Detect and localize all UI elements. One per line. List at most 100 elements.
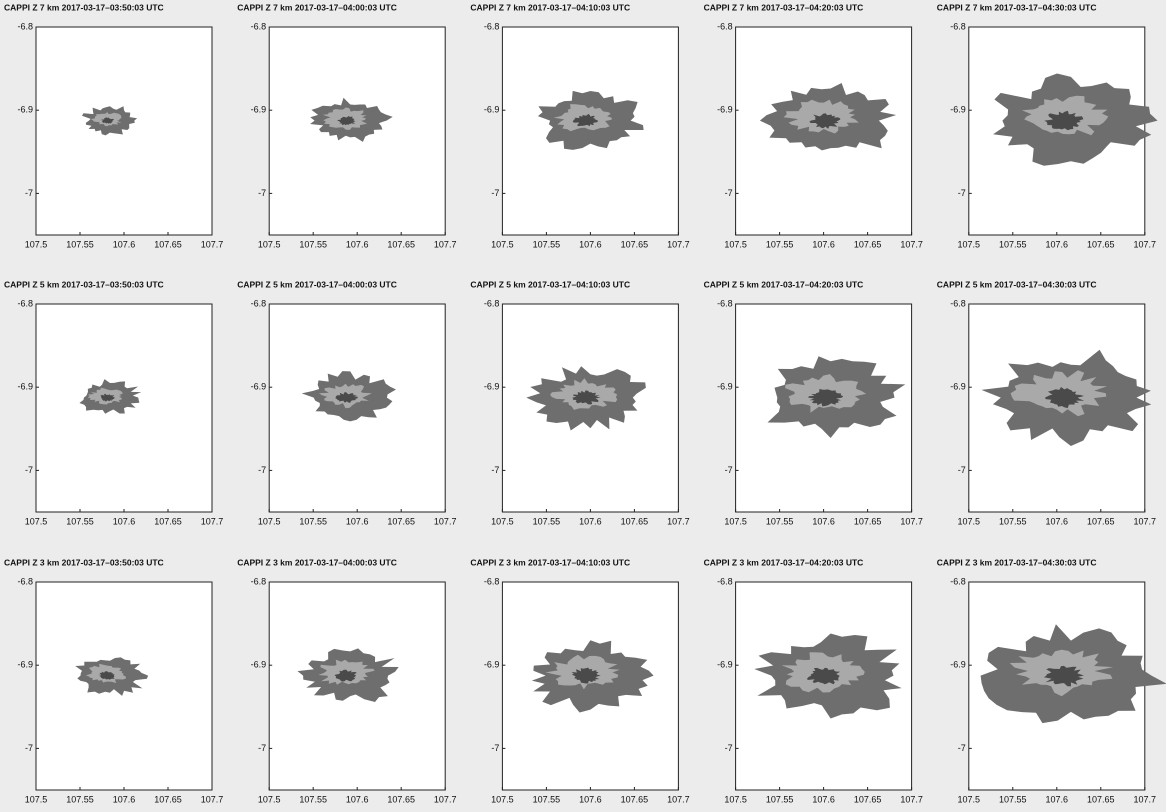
y-tick-label: -6.9: [717, 105, 733, 115]
x-tick-label: 107.6: [346, 516, 369, 526]
x-tick-label: 107.5: [258, 239, 281, 249]
y-tick-label: -7: [25, 743, 33, 753]
x-tick-label: 107.55: [766, 239, 794, 249]
x-tick-label: 107.55: [299, 516, 327, 526]
y-tick-label: -6.9: [484, 660, 500, 670]
y-tick-label: -6.9: [717, 382, 733, 392]
x-tick-label: 107.7: [201, 794, 224, 804]
panel-title: CAPPI Z 7 km 2017-03-17–03:50:03 UTC: [4, 2, 164, 12]
x-tick-label: 107.7: [667, 239, 690, 249]
x-tick-label: 107.65: [387, 239, 415, 249]
x-tick-label: 107.55: [299, 794, 327, 804]
x-tick-label: 107.65: [387, 516, 415, 526]
y-tick-label: -7: [958, 188, 966, 198]
panel-title: CAPPI Z 3 km 2017-03-17–04:10:03 UTC: [470, 557, 630, 567]
panel-title: CAPPI Z 5 km 2017-03-17–04:10:03 UTC: [470, 279, 630, 289]
x-tick-label: 107.5: [25, 239, 48, 249]
y-tick-label: -7: [491, 465, 499, 475]
x-tick-label: 107.55: [533, 794, 561, 804]
x-tick-label: 107.6: [1046, 794, 1069, 804]
y-tick-label: -6.8: [17, 576, 33, 586]
x-tick-label: 107.7: [1134, 516, 1157, 526]
panel-title: CAPPI Z 7 km 2017-03-17–04:20:03 UTC: [704, 2, 864, 12]
y-tick-label: -6.9: [950, 660, 966, 670]
x-tick-label: 107.7: [434, 794, 457, 804]
panel-title: CAPPI Z 3 km 2017-03-17–03:50:03 UTC: [4, 557, 164, 567]
y-tick-label: -6.8: [484, 576, 500, 586]
x-tick-label: 107.5: [724, 239, 747, 249]
x-tick-label: 107.6: [346, 239, 369, 249]
y-tick-label: -7: [491, 188, 499, 198]
figure: CAPPI Z 7 km 2017-03-17–03:50:03 UTC 107.…: [0, 0, 1166, 812]
panel-title: CAPPI Z 5 km 2017-03-17–04:30:03 UTC: [937, 279, 1097, 289]
x-tick-label: 107.5: [491, 794, 514, 804]
y-tick-label: -6.9: [251, 105, 267, 115]
y-tick-label: -6.9: [17, 105, 33, 115]
x-tick-label: 107.65: [154, 239, 182, 249]
x-tick-label: 107.65: [154, 794, 182, 804]
x-tick-label: 107.65: [621, 794, 649, 804]
y-tick-label: -6.8: [717, 576, 733, 586]
y-tick-label: -7: [258, 465, 266, 475]
x-tick-label: 107.65: [1087, 239, 1115, 249]
x-tick-label: 107.5: [258, 794, 281, 804]
x-tick-label: 107.65: [621, 239, 649, 249]
panel-title: CAPPI Z 7 km 2017-03-17–04:10:03 UTC: [470, 2, 630, 12]
panel-title: CAPPI Z 5 km 2017-03-17–03:50:03 UTC: [4, 279, 164, 289]
y-tick-label: -7: [258, 188, 266, 198]
y-tick-label: -6.9: [17, 660, 33, 670]
y-tick-label: -6.9: [484, 105, 500, 115]
y-tick-label: -6.8: [484, 21, 500, 31]
x-tick-label: 107.55: [999, 516, 1027, 526]
y-tick-label: -7: [725, 188, 733, 198]
x-tick-label: 107.55: [66, 794, 94, 804]
x-tick-label: 107.6: [1046, 239, 1069, 249]
y-tick-label: -7: [725, 743, 733, 753]
x-tick-label: 107.7: [201, 239, 224, 249]
x-tick-label: 107.7: [667, 794, 690, 804]
y-tick-label: -6.8: [717, 21, 733, 31]
x-tick-label: 107.6: [1046, 516, 1069, 526]
panel-title: CAPPI Z 7 km 2017-03-17–04:00:03 UTC: [237, 2, 397, 12]
x-tick-label: 107.7: [900, 794, 923, 804]
y-tick-label: -7: [958, 743, 966, 753]
y-tick-label: -6.8: [251, 576, 267, 586]
y-tick-label: -6.9: [17, 382, 33, 392]
x-tick-label: 107.6: [113, 239, 136, 249]
x-tick-label: 107.5: [25, 794, 48, 804]
y-tick-label: -6.8: [251, 298, 267, 308]
x-tick-label: 107.6: [113, 794, 136, 804]
x-tick-label: 107.65: [854, 516, 882, 526]
y-tick-label: -7: [958, 465, 966, 475]
x-tick-label: 107.5: [25, 516, 48, 526]
x-tick-label: 107.5: [958, 239, 981, 249]
y-tick-label: -6.9: [251, 660, 267, 670]
x-tick-label: 107.55: [533, 516, 561, 526]
x-tick-label: 107.7: [667, 516, 690, 526]
x-tick-label: 107.7: [1134, 239, 1157, 249]
x-tick-label: 107.65: [1087, 516, 1115, 526]
x-tick-label: 107.7: [1134, 794, 1157, 804]
y-tick-label: -6.9: [484, 382, 500, 392]
y-tick-label: -7: [25, 465, 33, 475]
x-tick-label: 107.6: [812, 794, 835, 804]
x-tick-label: 107.7: [900, 239, 923, 249]
y-tick-label: -6.8: [17, 298, 33, 308]
x-tick-label: 107.7: [434, 516, 457, 526]
x-tick-label: 107.5: [491, 516, 514, 526]
x-tick-label: 107.6: [579, 794, 602, 804]
x-tick-label: 107.6: [812, 239, 835, 249]
panel-title: CAPPI Z 3 km 2017-03-17–04:20:03 UTC: [704, 557, 864, 567]
x-tick-label: 107.5: [724, 516, 747, 526]
x-tick-label: 107.55: [533, 239, 561, 249]
page: CAPPI Z 7 km 2017-03-17–03:50:03 UTC 107.…: [0, 0, 1166, 812]
x-tick-label: 107.5: [958, 794, 981, 804]
x-tick-label: 107.55: [999, 239, 1027, 249]
panel-title: CAPPI Z 3 km 2017-03-17–04:00:03 UTC: [237, 557, 397, 567]
y-tick-label: -7: [258, 743, 266, 753]
y-tick-label: -6.8: [251, 21, 267, 31]
x-tick-label: 107.65: [154, 516, 182, 526]
x-tick-label: 107.5: [258, 516, 281, 526]
x-tick-label: 107.55: [766, 516, 794, 526]
y-tick-label: -7: [25, 188, 33, 198]
